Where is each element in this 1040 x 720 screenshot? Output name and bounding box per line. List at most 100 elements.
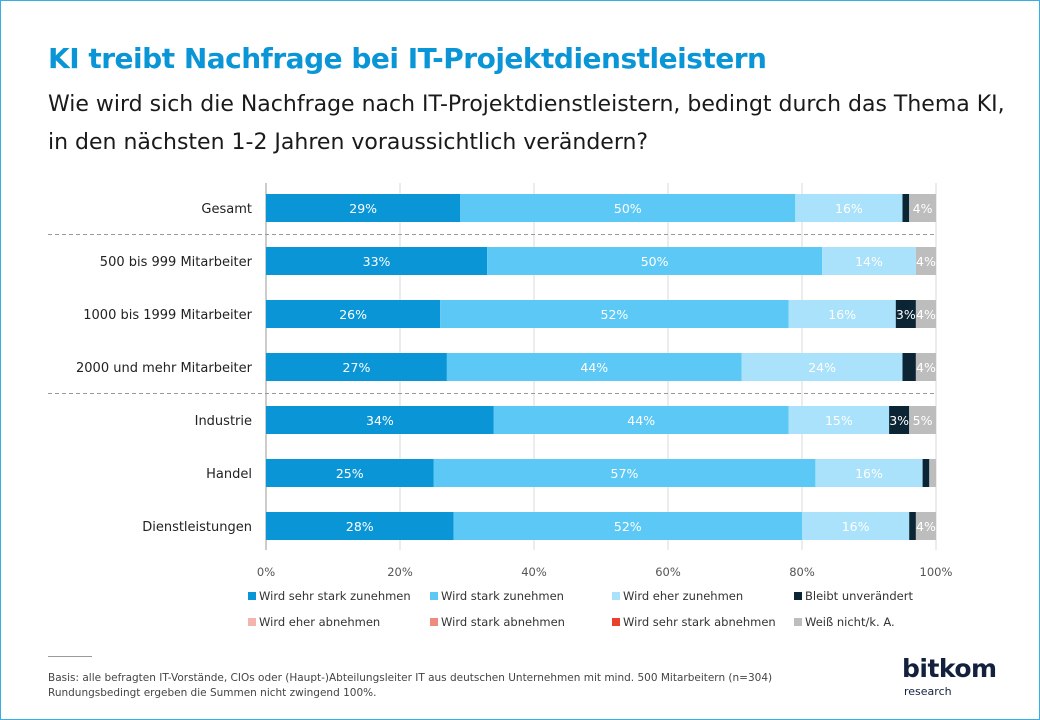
bar-segment <box>487 247 823 275</box>
data-label: 4% <box>913 201 933 216</box>
data-label: 28% <box>346 519 374 534</box>
data-label: 15% <box>825 413 853 428</box>
legend-swatch <box>794 592 802 600</box>
data-label: 16% <box>835 201 863 216</box>
bar-segment <box>802 512 910 540</box>
legend-swatch <box>430 618 438 626</box>
data-label: 16% <box>842 519 870 534</box>
bar-segment <box>915 300 936 328</box>
legend-label: Bleibt unverändert <box>805 589 913 603</box>
data-label: 4% <box>916 254 936 269</box>
bar-segment <box>266 247 488 275</box>
data-label: 50% <box>641 254 669 269</box>
data-label: 14% <box>855 254 883 269</box>
bar-segment <box>929 459 936 487</box>
bar-segment <box>440 300 789 328</box>
data-label: 26% <box>339 307 367 322</box>
bar-segment <box>453 512 802 540</box>
footnote-basis: Basis: alle befragten IT-Vorstände, CIOs… <box>48 672 773 684</box>
x-tick-label: 80% <box>789 565 815 579</box>
bar-segment <box>915 247 936 275</box>
bar-segment <box>788 406 890 434</box>
data-label: 4% <box>916 307 936 322</box>
data-label: 52% <box>614 519 642 534</box>
category-label: 2000 und mehr Mitarbeiter <box>76 361 253 376</box>
bar-segment <box>266 406 494 434</box>
category-label: 500 bis 999 Mitarbeiter <box>100 255 253 270</box>
data-label: 4% <box>916 519 936 534</box>
footnote-rule <box>48 656 92 657</box>
legend-label: Wird stark zunehmen <box>441 589 564 603</box>
data-label: 57% <box>611 466 639 481</box>
category-label: Industrie <box>195 414 252 429</box>
data-label: 16% <box>855 466 883 481</box>
data-label: 44% <box>627 413 655 428</box>
bitkom-research-logo: bitkom research <box>902 654 998 700</box>
data-label: 52% <box>601 307 629 322</box>
x-tick-label: 40% <box>521 565 547 579</box>
legend-swatch <box>248 592 256 600</box>
legend-label: Wird sehr stark zunehmen <box>259 589 411 603</box>
data-label: 27% <box>343 360 371 375</box>
data-label: 44% <box>580 360 608 375</box>
bar-segment <box>822 247 916 275</box>
data-label: 3% <box>896 307 916 322</box>
bar-segment <box>266 194 461 222</box>
category-label: Dienstleistungen <box>142 520 252 535</box>
data-label: 16% <box>828 307 856 322</box>
footnote-rounding: Rundungsbedingt ergeben die Summen nicht… <box>48 687 377 699</box>
bar-segment <box>266 512 454 540</box>
bar-segment <box>909 406 936 434</box>
legend-label: Weiß nicht/k. A. <box>805 615 895 629</box>
legend-label: Wird sehr stark abnehmen <box>623 615 776 629</box>
bar-segment <box>902 194 910 222</box>
bar-segment <box>446 353 742 381</box>
bar-segment <box>915 353 936 381</box>
legend-swatch <box>430 592 438 600</box>
data-label: 29% <box>349 201 377 216</box>
data-label: 4% <box>916 360 936 375</box>
category-label: Gesamt <box>201 202 252 217</box>
legend-swatch <box>612 592 620 600</box>
category-label: 1000 bis 1999 Mitarbeiter <box>83 308 252 323</box>
data-label: 3% <box>889 413 909 428</box>
bar-segment <box>433 459 816 487</box>
bar-segment <box>788 300 896 328</box>
stacked-bar-chart: 0% 20% 40% 60% 80% 100% Gesamt 500 bis 999 Mita… <box>48 183 953 629</box>
legend-label: Wird stark abnehmen <box>441 615 565 629</box>
footnote: Basis: alle befragten IT-Vorstände, CIOs… <box>48 671 772 701</box>
bar-segment <box>909 194 936 222</box>
legend-swatch <box>248 618 256 626</box>
data-label: 34% <box>366 413 394 428</box>
bar-segment <box>795 194 903 222</box>
bar-segment <box>915 512 936 540</box>
category-label: Handel <box>206 467 252 482</box>
bar-segment <box>266 300 441 328</box>
legend-swatch <box>794 618 802 626</box>
bar-segment <box>902 353 916 381</box>
bar-segment <box>922 459 930 487</box>
legend-label: Wird eher abnehmen <box>259 615 380 629</box>
x-tick-label: 100% <box>920 565 953 579</box>
bar-segment <box>460 194 796 222</box>
bar-segment <box>266 459 434 487</box>
legend-label: Wird eher zunehmen <box>623 589 743 603</box>
logo-wordmark: bitkom <box>902 654 997 683</box>
bar-segment <box>909 512 916 540</box>
x-tick-label: 0% <box>257 565 275 579</box>
legend-swatch <box>612 618 620 626</box>
data-label: 24% <box>808 360 836 375</box>
x-tick-label: 60% <box>655 565 681 579</box>
bar-segment <box>895 300 916 328</box>
bar-segment <box>493 406 789 434</box>
bar-segment <box>741 353 903 381</box>
bar-segment <box>815 459 923 487</box>
x-tick-label: 20% <box>387 565 413 579</box>
data-label: 50% <box>614 201 642 216</box>
chart-title: KI treibt Nachfrage bei IT-Projektdienst… <box>48 42 767 75</box>
bar-segment <box>266 353 447 381</box>
data-label: 33% <box>363 254 391 269</box>
bar-segment <box>889 406 910 434</box>
logo-subline: research <box>904 685 952 698</box>
chart-subtitle: Wie wird sich die Nachfrage nach IT-Proj… <box>48 92 1005 155</box>
